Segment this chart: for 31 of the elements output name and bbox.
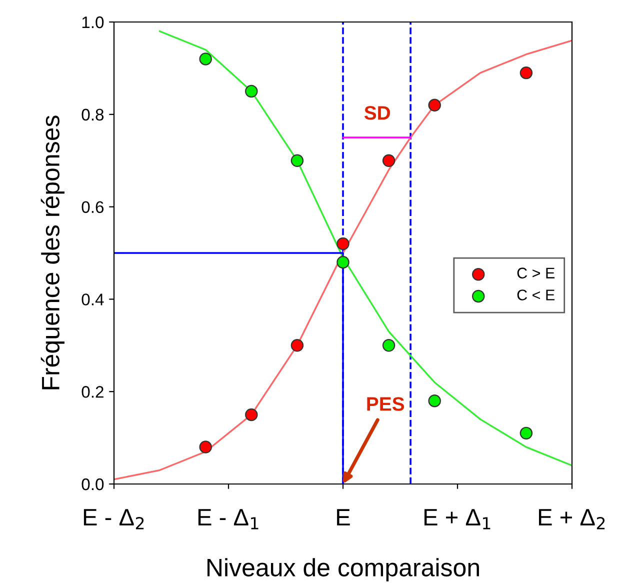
annotation: SD: [364, 106, 390, 120]
x-tick-label: E + Δ$_{1}$: [424, 509, 490, 530]
point: [382, 154, 396, 167]
point: [520, 426, 533, 440]
point: [336, 237, 350, 250]
point: [382, 339, 396, 352]
point: [336, 256, 350, 269]
point: [428, 394, 441, 408]
point: [520, 66, 533, 80]
x-tick-label: E - Δ$_{1}$: [198, 509, 258, 530]
y-tick-label: 0.2: [82, 386, 104, 398]
x-tick-label: E - Δ$_{2}$: [84, 509, 144, 530]
point: [290, 154, 304, 167]
x-tick-label: E + Δ$_{2}$: [538, 509, 605, 530]
point: [199, 440, 212, 454]
legend-label: C > E: [517, 268, 555, 278]
point: [290, 339, 304, 352]
point: [199, 52, 212, 66]
y-tick-label: 0.6: [82, 201, 104, 214]
x-tick-label: E: [337, 509, 350, 526]
y-axis-title: Fréquence des réponses: [40, 116, 64, 390]
x-axis-title: Niveaux de comparaison: [207, 558, 479, 582]
y-tick-label: 1.0: [82, 16, 104, 28]
point: [245, 408, 258, 422]
point: [245, 84, 258, 98]
y-tick-label: 0.0: [82, 478, 104, 490]
y-tick-label: 0.4: [82, 294, 104, 306]
annotation: PES: [367, 397, 404, 411]
y-tick-label: 0.8: [82, 108, 104, 121]
legend-label: C < E: [517, 290, 555, 300]
point: [428, 98, 441, 112]
